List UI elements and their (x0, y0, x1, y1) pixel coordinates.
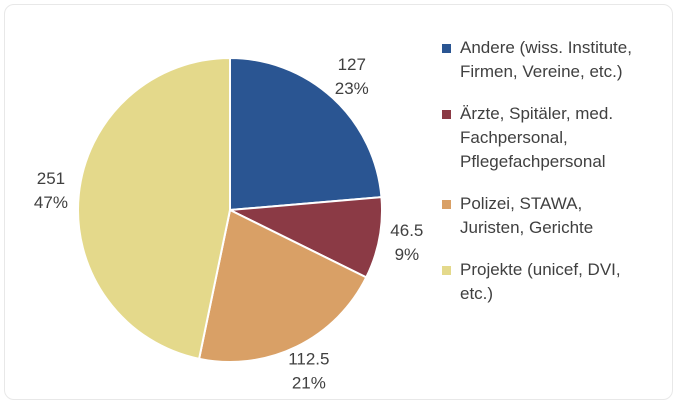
legend-item: Polizei, STAWA, Juristen, Gerichte (440, 192, 646, 240)
legend-label: Polizei, STAWA, Juristen, Gerichte (460, 194, 594, 237)
legend-label: Ärzte, Spitäler, med. Fachpersonal, Pfle… (460, 104, 614, 171)
legend-swatch (442, 266, 451, 275)
pie-slice (77, 56, 231, 361)
pie-slice (229, 56, 383, 212)
data-label: 112.5 (288, 349, 329, 368)
percent-label: 9% (395, 245, 420, 264)
legend-swatch (442, 200, 451, 209)
percent-label: 21% (292, 373, 326, 392)
legend-swatch (442, 110, 451, 119)
legend-item: Andere (wiss. Institute, Firmen, Vereine… (440, 36, 646, 84)
percent-label: 47% (34, 193, 68, 212)
percent-label: 23% (335, 79, 369, 98)
legend-item: Ärzte, Spitäler, med. Fachpersonal, Pfle… (440, 102, 646, 174)
pie-slice (226, 196, 383, 279)
legend-label: Projekte (unicef, DVI, etc.) (460, 260, 621, 303)
data-label: 127 (338, 55, 366, 74)
legend: Andere (wiss. Institute, Firmen, Vereine… (440, 36, 670, 324)
legend-label: Andere (wiss. Institute, Firmen, Vereine… (460, 38, 632, 81)
legend-swatch (442, 44, 451, 53)
data-label: 46.5 (390, 221, 423, 240)
data-label: 251 (37, 169, 65, 188)
legend-item: Projekte (unicef, DVI, etc.) (440, 258, 646, 306)
pie-slice (197, 208, 368, 363)
